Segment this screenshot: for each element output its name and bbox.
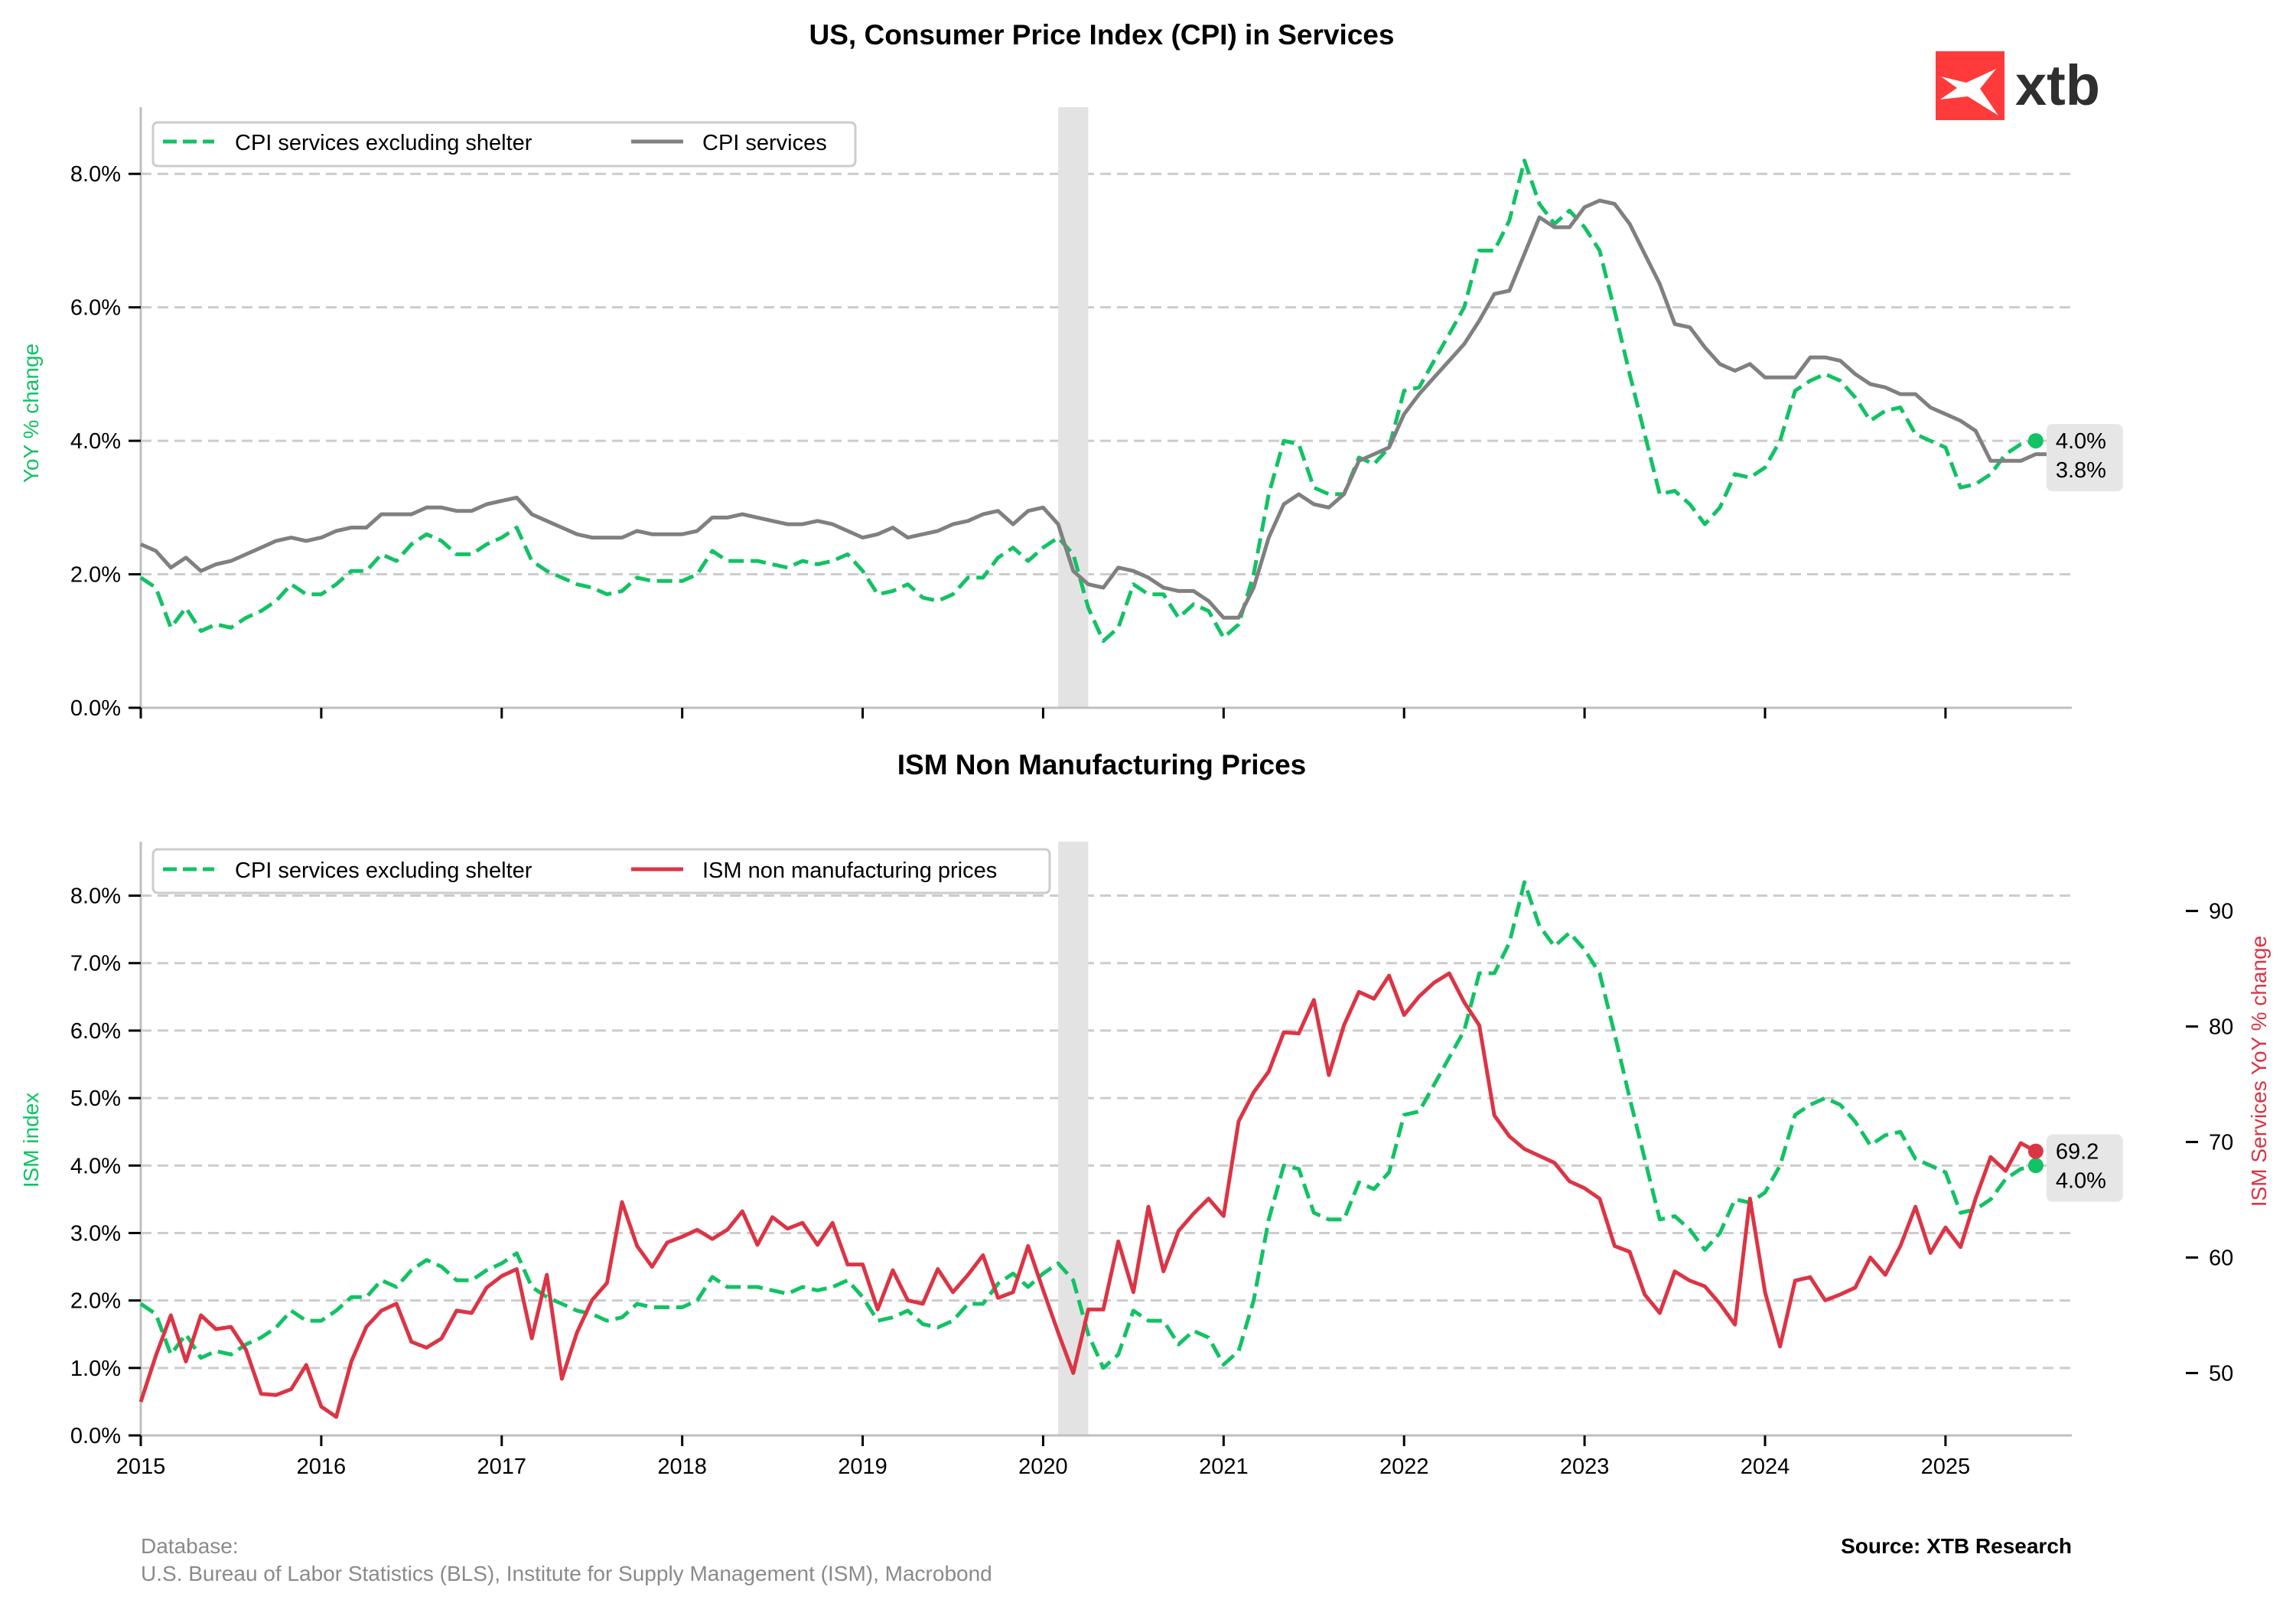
- x-tick-label: 2017: [477, 1455, 527, 1479]
- top-legend-box: [151, 121, 857, 168]
- x-tick-label: 2023: [1560, 1455, 1610, 1479]
- footer-database-sources: U.S. Bureau of Labor Statistics (BLS), I…: [141, 1562, 992, 1585]
- top-chart-title: US, Consumer Price Index (CPI) in Servic…: [809, 19, 1395, 51]
- top-panel: 0.0% 2.0% 4.0% 6.0% 8.0% YoY % change 4.0% 3.…: [19, 107, 2123, 721]
- end-value-label: 69.2: [2056, 1140, 2099, 1165]
- footer-source: Source: XTB Research: [1841, 1534, 2072, 1558]
- right-y-tick-label: 70: [2209, 1131, 2233, 1155]
- top-legend-label-cpi-services: CPI services: [702, 131, 827, 155]
- bottom-legend-box: [151, 848, 1051, 894]
- right-y-tick-label: 90: [2209, 900, 2233, 924]
- x-tick-label: 2019: [838, 1455, 887, 1479]
- x-tick-label: 2015: [116, 1455, 166, 1479]
- bottom-legend-label-cpi-ex-shelter: CPI services excluding shelter: [235, 859, 532, 883]
- end-value-label: 4.0%: [2056, 1169, 2106, 1194]
- y-tick-label: 2.0%: [70, 1289, 121, 1314]
- xtb-logo-text: xtb: [2015, 54, 2100, 117]
- x-tick-label: 2022: [1379, 1455, 1429, 1479]
- bottom-y-ticks: 0.0% 1.0% 2.0% 3.0% 4.0% 5.0% 6.0% 7.0% 8.0%: [70, 885, 141, 1448]
- right-y-tick-label: 50: [2209, 1361, 2233, 1386]
- y-tick-label: 8.0%: [70, 162, 121, 187]
- x-tick-label: 2021: [1199, 1455, 1249, 1479]
- top-y-axis-label: YoY % change: [19, 344, 43, 483]
- x-tick-label: 2020: [1018, 1455, 1068, 1479]
- series-line-cpi-services: [139, 198, 2066, 620]
- bottom-end-annotations: 69.2 4.0%: [2046, 1134, 2123, 1202]
- y-tick-label: 8.0%: [70, 885, 121, 909]
- y-tick-label: 6.0%: [70, 1019, 121, 1044]
- top-x-ticks: [139, 708, 1947, 718]
- bottom-chart-title: ISM Non Manufacturing Prices: [897, 749, 1307, 780]
- y-tick-label: 0.0%: [70, 1424, 121, 1448]
- xtb-x-logo-icon: [1940, 69, 1998, 116]
- right-y-tick-label: 80: [2209, 1015, 2233, 1040]
- end-label-box: [2046, 424, 2123, 492]
- bottom-series-group: [138, 880, 2044, 1419]
- top-recession-band: [1058, 107, 1089, 708]
- bottom-legend: CPI services excluding shelter ISM non m…: [151, 848, 1051, 894]
- x-tick-label: 2018: [657, 1455, 707, 1479]
- end-point-marker: [2027, 1158, 2044, 1174]
- x-tick-label: 2016: [297, 1455, 347, 1479]
- top-y-ticks: 0.0% 2.0% 4.0% 6.0% 8.0%: [70, 162, 141, 721]
- top-gridlines: [141, 172, 2072, 709]
- series-line-ism-non-manufacturing-prices: [138, 971, 2037, 1419]
- bottom-panel: 0.0% 1.0% 2.0% 3.0% 4.0% 5.0% 6.0% 7.0% 8.0% 50 6…: [19, 842, 2271, 1479]
- end-point-marker: [2027, 1143, 2044, 1159]
- y-tick-label: 0.0%: [70, 696, 121, 721]
- bottom-right-y-ticks: 50 60 70 80 90: [2186, 900, 2233, 1386]
- y-tick-label: 3.0%: [70, 1221, 121, 1246]
- y-tick-label: 4.0%: [70, 1154, 121, 1178]
- y-tick-label: 2.0%: [70, 563, 121, 588]
- xtb-logo: xtb: [1936, 51, 2100, 120]
- top-series-group: [139, 158, 2074, 643]
- end-value-label: 4.0%: [2056, 429, 2106, 454]
- y-tick-label: 4.0%: [70, 429, 121, 454]
- x-tick-label: 2025: [1921, 1455, 1971, 1479]
- y-tick-label: 6.0%: [70, 296, 121, 321]
- top-legend: CPI services excluding shelter CPI servi…: [151, 121, 857, 168]
- y-tick-label: 5.0%: [70, 1087, 121, 1111]
- top-end-annotations: 4.0% 3.8%: [2046, 424, 2123, 492]
- x-tick-label: 2024: [1741, 1455, 1790, 1479]
- end-value-label: 3.8%: [2056, 458, 2106, 483]
- right-y-tick-label: 60: [2209, 1246, 2233, 1271]
- y-tick-label: 7.0%: [70, 952, 121, 976]
- footer-database-label: Database:: [141, 1534, 239, 1558]
- end-point-marker: [2027, 433, 2044, 449]
- bottom-y-axis-label: ISM index: [19, 1093, 43, 1188]
- bottom-x-ticks: 2015 2016 2017 2018 2019 2020 2021 2022 2023 2024…: [116, 1435, 1970, 1479]
- bottom-legend-label-ism-prices: ISM non manufacturing prices: [702, 859, 997, 883]
- bottom-right-y-axis-label: ISM Services YoY % change: [2247, 936, 2271, 1207]
- series-line-cpi-services-excluding-shelter: [139, 158, 2037, 643]
- bottom-gridlines: [141, 894, 2072, 1437]
- y-tick-label: 1.0%: [70, 1357, 121, 1381]
- end-label-box: [2046, 1134, 2123, 1202]
- series-line-cpi-services-excluding-shelter: [139, 880, 2037, 1370]
- top-legend-label-cpi-ex-shelter: CPI services excluding shelter: [235, 131, 532, 155]
